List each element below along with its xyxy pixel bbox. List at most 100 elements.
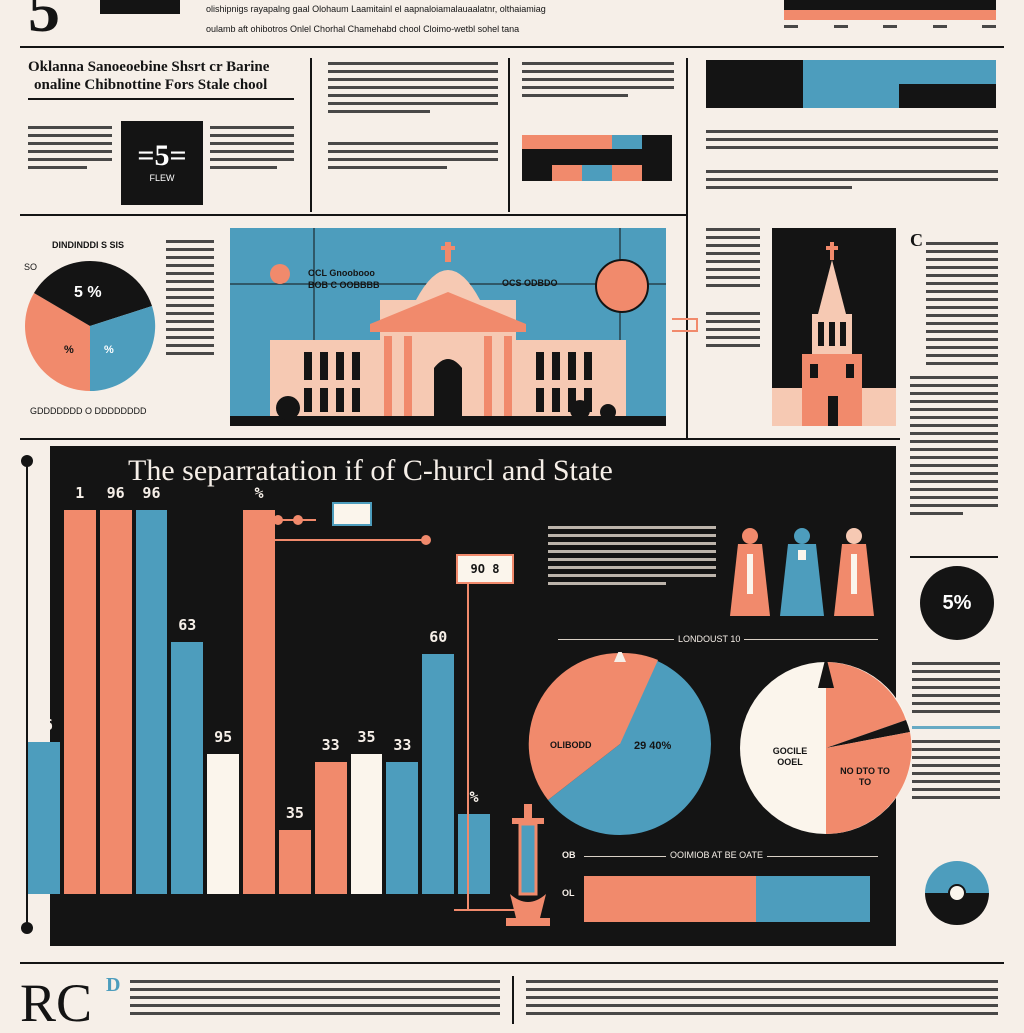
building-panel bbox=[230, 228, 666, 426]
chart-bar bbox=[243, 510, 275, 894]
timeline-dot-bottom bbox=[21, 922, 33, 934]
chart-bar-label: % bbox=[469, 788, 479, 806]
building-side-caption: OCS ODBDO bbox=[502, 278, 558, 288]
pie-right-slice-salmon bbox=[826, 662, 906, 748]
pie-left-value: 29 40% bbox=[634, 740, 672, 752]
main-chart-title: The separratation if of C-hurcl and Stat… bbox=[128, 454, 613, 487]
chart-bar bbox=[278, 830, 311, 894]
chart-bar bbox=[350, 754, 383, 894]
right-column-text-2 bbox=[910, 376, 998, 520]
header-big-number-bar bbox=[100, 0, 180, 14]
left-timeline bbox=[26, 460, 28, 930]
chart-bar-label: 96 bbox=[142, 484, 161, 502]
chart-bar bbox=[171, 642, 204, 894]
intro-stat-caption: FLEW bbox=[149, 173, 175, 183]
bottom-paragraph-1 bbox=[130, 980, 500, 1020]
axis-tick-right-label: OL bbox=[562, 888, 575, 898]
bottom-divider bbox=[20, 962, 1004, 964]
chart-bar-label: 35 bbox=[285, 804, 304, 822]
chart-bar bbox=[99, 510, 132, 894]
chart-bar bbox=[28, 742, 60, 894]
chart-connectors bbox=[265, 515, 516, 911]
top-pie-heading: DINDINDDI S SIS bbox=[52, 240, 125, 250]
chart-bar-label: 33 bbox=[321, 736, 340, 754]
building-caption-2: BOB C OOBBBB bbox=[308, 280, 380, 290]
pie-right-chart bbox=[740, 660, 912, 834]
timeline-dot-top bbox=[21, 455, 33, 467]
top-pie-slice-salmon bbox=[25, 293, 91, 391]
intro-paragraph-right bbox=[210, 126, 294, 174]
header-lead-text-1: olishipnigs rayapalng gaal Olohaum Laami… bbox=[206, 4, 546, 14]
header-mini-table bbox=[784, 0, 996, 36]
chart-flag-label: 9O 8 bbox=[456, 554, 514, 584]
bottom-paragraph-2 bbox=[526, 980, 998, 1020]
top-pie-axis-tag: SO bbox=[24, 262, 38, 272]
chart-bar bbox=[458, 814, 490, 894]
chart-bar-label: 95 bbox=[214, 728, 233, 746]
chart-bar-label: 96 bbox=[106, 484, 125, 502]
pie-right-slice-salmon-2 bbox=[826, 732, 912, 834]
top-right-bars bbox=[706, 60, 997, 110]
chart-bar bbox=[135, 510, 168, 894]
chart-bar bbox=[63, 510, 96, 894]
top-pie-label-c: % bbox=[104, 344, 114, 356]
pie-right-label: GOCILE OOEL bbox=[772, 746, 808, 767]
chart-bar-label: 16 bbox=[34, 716, 53, 734]
small-donut-chart bbox=[925, 861, 989, 925]
chart-bar-label: % bbox=[254, 484, 264, 502]
clergy-figures-icon bbox=[730, 528, 874, 616]
column-divider-3 bbox=[686, 58, 688, 438]
column-divider-1 bbox=[310, 58, 312, 212]
stat-circle-notes bbox=[912, 662, 1000, 804]
right-column-text bbox=[926, 242, 998, 370]
top-pie-slice-blue bbox=[90, 306, 156, 392]
pie-left-slice-salmon-2 bbox=[620, 652, 658, 744]
figure-1 bbox=[730, 528, 770, 616]
top-pie-notes bbox=[166, 240, 214, 360]
intro-title-line-2: onaline Chibnottine Fors Stale chool bbox=[34, 77, 268, 93]
mid-divider bbox=[20, 214, 686, 216]
legend-line-label: LONDOUST 10 bbox=[674, 634, 745, 645]
top-pie-label-a: 5 % bbox=[74, 284, 102, 301]
figure-3 bbox=[834, 528, 874, 616]
right-column-rule bbox=[910, 556, 998, 558]
building-pointer bbox=[672, 318, 698, 332]
bottom-column-divider bbox=[512, 976, 514, 1024]
chart-bar bbox=[314, 762, 347, 894]
chart-bar-label: 1 bbox=[75, 484, 85, 502]
chart-bar-label: 35 bbox=[357, 728, 376, 746]
stacked-bar bbox=[584, 876, 870, 922]
header-big-number: 5 bbox=[28, 0, 60, 45]
capitol-building-icon bbox=[230, 228, 666, 426]
chart-bar bbox=[207, 754, 240, 894]
pie-left-slice-blue bbox=[548, 653, 711, 836]
chart-top-flag bbox=[332, 502, 372, 526]
intro-title-rule bbox=[28, 98, 294, 100]
axis-label: OOIMIOB AT BE OATE bbox=[666, 850, 768, 861]
main-bar-chart: 16 1 96 96 63 95% 35 33 35 33 60% bbox=[26, 480, 492, 894]
intro-title-line-1: Oklanna Sanoeoebine Shsrt cr Barine bbox=[28, 59, 270, 75]
chart-bar-label: 33 bbox=[393, 736, 412, 754]
top-pie-footer: GDDDDDDD O DDDDDDDD bbox=[30, 406, 147, 416]
column-text-2 bbox=[328, 62, 498, 174]
tower-side-notes bbox=[706, 228, 760, 352]
intro-stat-value: =5= bbox=[137, 139, 187, 172]
chart-bar bbox=[386, 762, 419, 894]
church-tower-icon bbox=[772, 242, 896, 426]
axis-tick-left-label: OB bbox=[562, 850, 576, 860]
building-caption-1: OCL Gnoobooo bbox=[308, 268, 375, 278]
pie-left-chart bbox=[528, 652, 711, 836]
right-paragraph-initial: C bbox=[910, 230, 923, 250]
top-pie-slice-dark-2 bbox=[34, 261, 90, 326]
lower-divider bbox=[20, 438, 900, 440]
column-divider-2 bbox=[508, 58, 510, 212]
bottom-initials: RC bbox=[20, 973, 93, 1033]
candle-icon bbox=[506, 804, 550, 926]
figure-2 bbox=[780, 528, 824, 616]
chart-bar bbox=[422, 654, 455, 894]
top-pie-label-b: % bbox=[64, 344, 74, 356]
church-tower-panel bbox=[772, 228, 896, 426]
column-text-3 bbox=[522, 62, 674, 102]
main-panel-paragraph bbox=[548, 526, 716, 590]
intro-stat-box: =5= FLEW bbox=[121, 121, 203, 205]
